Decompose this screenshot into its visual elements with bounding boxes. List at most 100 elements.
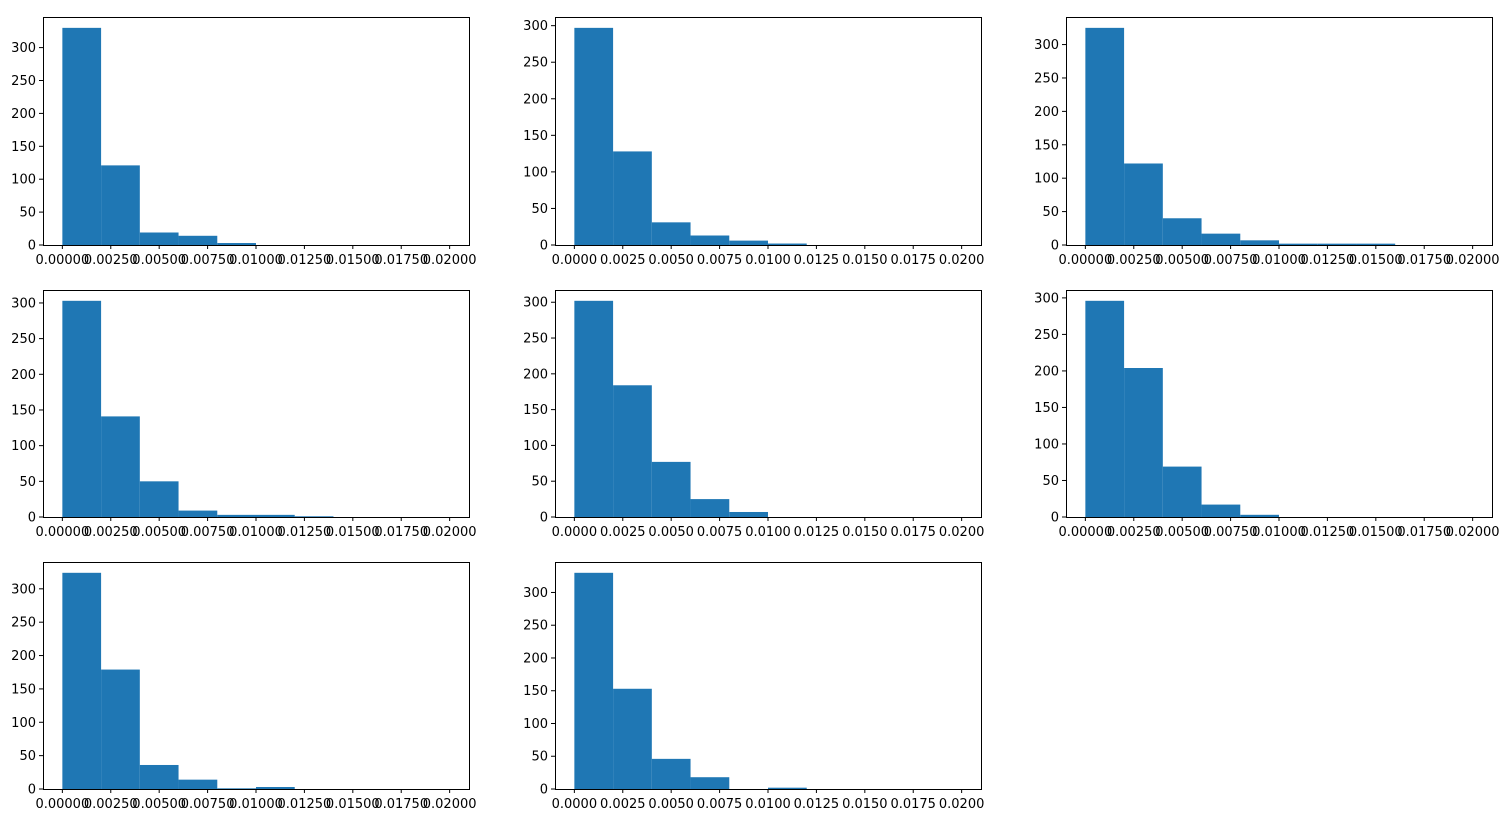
y-tick-label: 100 [11, 173, 36, 188]
y-tick-label: 100 [523, 165, 548, 180]
histogram-bar [1201, 504, 1241, 517]
x-tick-label: 0.0150 [842, 797, 888, 812]
y-tick-label: 150 [523, 684, 548, 699]
y-tick-label: 150 [11, 140, 36, 155]
histogram-bar [1279, 243, 1318, 245]
x-tick-label: 0.0050 [648, 525, 694, 540]
y-tick-label: 150 [1034, 138, 1059, 153]
x-tick-label: 0.00000 [1058, 525, 1112, 540]
y-tick-label: 50 [1042, 474, 1059, 489]
y-tick-label: 250 [523, 619, 548, 634]
y-tick-label: 300 [523, 586, 548, 601]
y-tick-label: 200 [1034, 105, 1059, 120]
y-tick-label: 250 [1034, 71, 1059, 86]
histogram-bar [294, 516, 334, 517]
x-tick-label: 0.01250 [1301, 253, 1355, 268]
x-tick-label: 0.01500 [326, 525, 380, 540]
x-tick-label: 0.0125 [794, 253, 840, 268]
histogram-bar [729, 240, 768, 245]
x-tick-label: 0.02000 [423, 253, 477, 268]
y-tick-label: 100 [1034, 437, 1059, 452]
histogram-bar [178, 235, 218, 245]
x-tick-label: 0.0050 [648, 253, 694, 268]
y-tick-label: 100 [523, 717, 548, 732]
x-tick-label: 0.0175 [890, 525, 936, 540]
y-tick-label: 50 [531, 202, 548, 217]
y-tick-label: 150 [11, 682, 36, 697]
y-tick-label: 100 [11, 716, 36, 731]
histogram-bar [1162, 466, 1202, 517]
x-tick-label: 0.0075 [697, 525, 743, 540]
x-tick-label: 0.01750 [374, 797, 428, 812]
histogram-bar [613, 688, 652, 789]
x-tick-label: 0.0025 [600, 253, 646, 268]
y-tick-label: 300 [1034, 38, 1059, 53]
histogram-bar [256, 514, 295, 517]
x-tick-label: 0.02000 [1446, 525, 1500, 540]
x-tick-label: 0.02000 [1446, 253, 1500, 268]
x-tick-label: 0.00250 [1107, 525, 1161, 540]
x-tick-label: 0.0000 [552, 525, 598, 540]
x-tick-label: 0.01250 [278, 525, 332, 540]
histogram-bar [690, 499, 730, 517]
histogram-bar [101, 416, 140, 517]
x-tick-label: 0.00000 [35, 797, 89, 812]
histogram-bar [139, 232, 179, 245]
x-tick-label: 0.0100 [745, 797, 791, 812]
histogram-bar [101, 165, 140, 245]
x-tick-label: 0.0000 [552, 797, 598, 812]
y-tick-label: 200 [11, 649, 36, 664]
x-tick-label: 0.00250 [84, 797, 138, 812]
y-tick-label: 250 [523, 332, 548, 347]
y-tick-label: 200 [1034, 364, 1059, 379]
histogram-bar [1240, 240, 1279, 245]
y-tick-label: 0 [540, 239, 548, 254]
x-tick-label: 0.0175 [890, 253, 936, 268]
x-tick-label: 0.01000 [1252, 253, 1306, 268]
y-tick-label: 250 [11, 332, 36, 347]
y-tick-label: 0 [540, 783, 548, 798]
x-tick-label: 0.01500 [1349, 253, 1403, 268]
histogram-subplot-4: 0.000000.002500.005000.007500.010000.012… [11, 290, 477, 540]
y-tick-label: 0 [540, 511, 548, 526]
histogram-bar [62, 300, 102, 517]
y-tick-label: 100 [1034, 172, 1059, 187]
histogram-bar [651, 461, 691, 517]
y-tick-label: 300 [11, 41, 36, 56]
x-tick-label: 0.00000 [35, 525, 89, 540]
x-tick-label: 0.01500 [1349, 525, 1403, 540]
x-tick-label: 0.00750 [181, 797, 235, 812]
y-tick-label: 300 [523, 296, 548, 311]
x-tick-label: 0.0075 [697, 253, 743, 268]
y-tick-label: 300 [11, 296, 36, 311]
x-tick-label: 0.00750 [1204, 253, 1258, 268]
x-tick-label: 0.02000 [423, 525, 477, 540]
y-tick-label: 50 [1042, 205, 1059, 220]
y-tick-label: 250 [523, 56, 548, 71]
x-tick-label: 0.0125 [794, 525, 840, 540]
histogram-bar [768, 243, 807, 245]
histogram-bar [1162, 218, 1202, 245]
x-tick-label: 0.0100 [745, 253, 791, 268]
x-tick-label: 0.01750 [1397, 525, 1451, 540]
histogram-bar [1356, 243, 1396, 245]
histogram-bar [1085, 300, 1125, 517]
histogram-bar [62, 572, 102, 789]
histogram-bar [613, 151, 652, 245]
x-tick-label: 0.0125 [794, 797, 840, 812]
histogram-subplot-1: 0.000000.002500.005000.007500.010000.012… [11, 17, 477, 268]
histogram-bar [217, 514, 256, 517]
x-tick-label: 0.00500 [132, 525, 186, 540]
x-tick-label: 0.01000 [229, 253, 283, 268]
y-tick-label: 300 [523, 19, 548, 34]
x-tick-label: 0.0100 [745, 525, 791, 540]
histogram-bar [574, 27, 614, 245]
histogram-bar [690, 235, 730, 245]
y-tick-label: 50 [19, 206, 36, 221]
x-tick-label: 0.01750 [374, 525, 428, 540]
histogram-bar [613, 385, 652, 517]
y-tick-label: 0 [1051, 239, 1059, 254]
y-tick-label: 50 [19, 749, 36, 764]
histogram-bar [1201, 233, 1241, 245]
x-tick-label: 0.00750 [181, 253, 235, 268]
